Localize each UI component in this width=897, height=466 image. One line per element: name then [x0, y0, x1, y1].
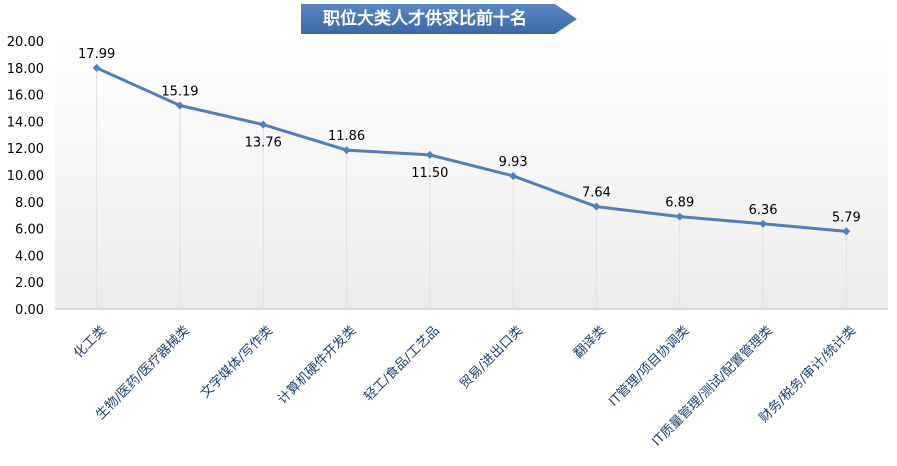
data-point	[675, 212, 684, 221]
x-tick-label: 文字媒体/写作类	[198, 323, 276, 401]
y-tick-label: 6.00	[15, 223, 44, 238]
data-label: 11.86	[328, 129, 365, 144]
y-tick-label: 12.00	[7, 142, 44, 157]
y-tick-label: 10.00	[7, 169, 44, 184]
x-tick-label: 生物/医药/医疗器械类	[93, 323, 193, 423]
data-point	[175, 101, 184, 110]
chart-title: 职位大类人才供求比前十名	[301, 4, 577, 34]
x-tick-label: 化工类	[71, 323, 109, 361]
data-label: 17.99	[78, 47, 115, 62]
data-label: 11.50	[411, 166, 448, 181]
data-label: 9.93	[499, 155, 528, 170]
x-tick-label: 贸易/进出口类	[457, 323, 526, 392]
data-point	[759, 219, 768, 228]
y-tick-label: 20.00	[7, 35, 44, 50]
y-tick-label: 8.00	[15, 196, 44, 211]
data-point	[592, 202, 601, 211]
x-tick-label: 翻译类	[571, 323, 609, 361]
plot-area	[55, 41, 888, 309]
data-point	[259, 120, 268, 129]
x-tick-label: IT管理/项目协调类	[606, 323, 692, 409]
data-point	[842, 227, 851, 236]
data-point	[425, 150, 434, 159]
data-label: 13.76	[245, 136, 282, 151]
data-point	[92, 63, 101, 72]
data-point	[342, 146, 351, 155]
y-tick-label: 14.00	[7, 115, 44, 130]
y-tick-label: 2.00	[15, 276, 44, 291]
y-tick-label: 4.00	[15, 249, 44, 264]
data-label: 15.19	[161, 84, 198, 99]
y-tick-label: 0.00	[15, 303, 44, 318]
data-label: 6.36	[749, 203, 778, 218]
y-tick-label: 18.00	[7, 62, 44, 77]
x-tick-label: 计算机硬件开发类	[275, 323, 360, 408]
data-label: 6.89	[665, 196, 694, 211]
y-tick-label: 16.00	[7, 89, 44, 104]
series-line	[96, 66, 847, 233]
data-label: 5.79	[832, 210, 861, 225]
data-point	[509, 171, 518, 180]
x-tick-label: 轻工/食品/工艺品	[361, 323, 443, 405]
data-label: 7.64	[582, 186, 611, 201]
